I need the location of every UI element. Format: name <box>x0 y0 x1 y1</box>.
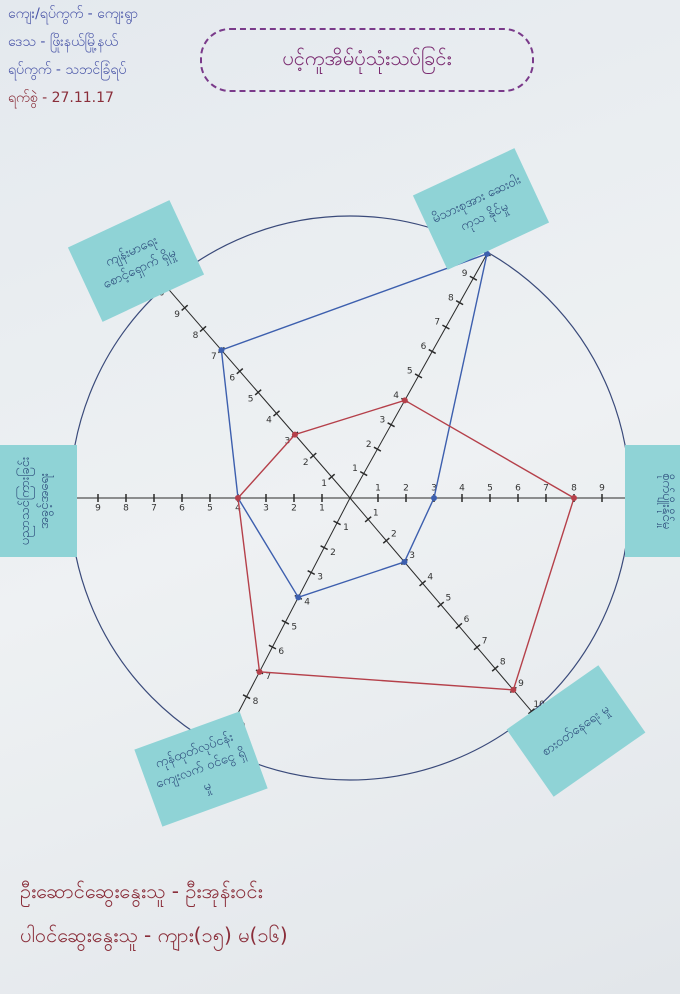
footer-line: ဦးဆောင်ဆွေးနွေးသူ - ဦးအုန်းဝင်း <box>20 878 263 908</box>
tick-label: 5 <box>248 394 254 404</box>
tick-mark <box>470 276 477 280</box>
tick-mark <box>308 571 315 575</box>
tick-label: 2 <box>330 548 336 558</box>
tick-label: 9 <box>518 679 524 689</box>
tick-label: 1 <box>373 508 379 518</box>
tick-mark <box>415 374 422 378</box>
tick-label: 4 <box>266 416 272 426</box>
tick-label: 9 <box>95 504 101 514</box>
tick-label: 8 <box>571 484 577 494</box>
tick-label: 4 <box>459 484 465 494</box>
tick-label: 5 <box>445 594 451 604</box>
tick-label: 9 <box>462 269 468 279</box>
axis-label: ပညာသင်ကြားခြင်း အခွင့်အရေး <box>0 445 77 557</box>
tick-label: 7 <box>211 352 217 362</box>
data-point <box>292 432 298 438</box>
chart: 1234567891012345678910123456789101234567… <box>0 0 680 994</box>
tick-label: 1 <box>343 523 349 533</box>
tick-label: 2 <box>303 458 309 468</box>
tick-label: 2 <box>391 530 397 540</box>
tick-label: 5 <box>407 367 413 377</box>
header-line: ရပ်ကွက် - သဘင်ခြံရပ် <box>8 60 126 81</box>
tick-mark <box>388 423 395 427</box>
tick-label: 6 <box>421 342 427 352</box>
tick-label: 3 <box>409 551 415 561</box>
tick-label: 7 <box>543 484 549 494</box>
axis-label: စိုက်ပျိုးနိုင်မှု <box>625 445 680 557</box>
tick-label: 5 <box>487 484 493 494</box>
header-line: ဒေသ - ဖြိုးနယ်မြို့နယ် <box>8 32 118 53</box>
tick-label: 3 <box>317 573 323 583</box>
page: 1234567891012345678910123456789101234567… <box>0 0 680 994</box>
tick-mark <box>442 325 449 329</box>
tick-mark <box>269 645 276 649</box>
tick-label: 1 <box>321 479 327 489</box>
tick-label: 7 <box>151 504 157 514</box>
tick-label: 7 <box>434 318 440 328</box>
tick-label: 4 <box>427 572 433 582</box>
header-line: ရက်စွဲ - 27.11.17 <box>8 88 114 109</box>
tick-label: 1 <box>375 484 381 494</box>
footer-line: ပါဝင်ဆွေးနွေးသူ - ကျား(၁၅) မ(၁၆) <box>20 922 288 952</box>
tick-label: 6 <box>179 504 185 514</box>
tick-label: 5 <box>291 622 297 632</box>
tick-label: 5 <box>207 504 213 514</box>
tick-mark <box>360 472 367 476</box>
tick-label: 1 <box>319 504 325 514</box>
tick-label: 4 <box>304 597 310 607</box>
title: ပင့်ကူအိမ်ပုံသုံးသပ်ခြင်း <box>200 28 534 92</box>
tick-label: 6 <box>229 373 235 383</box>
data-point <box>256 669 262 675</box>
data-point <box>571 495 577 501</box>
tick-label: 1 <box>352 464 358 474</box>
data-point <box>431 495 437 501</box>
tick-label: 9 <box>174 310 180 320</box>
data-point <box>218 347 224 353</box>
tick-label: 3 <box>263 504 269 514</box>
data-point <box>295 594 301 600</box>
tick-mark <box>429 350 436 354</box>
tick-label: 2 <box>291 504 297 514</box>
tick-label: 6 <box>278 647 284 657</box>
data-point <box>402 397 408 403</box>
tick-label: 8 <box>193 331 199 341</box>
tick-label: 9 <box>599 484 605 494</box>
tick-label: 8 <box>123 504 129 514</box>
tick-label: 2 <box>366 440 372 450</box>
tick-label: 7 <box>482 636 488 646</box>
tick-mark <box>456 301 463 305</box>
tick-mark <box>374 447 381 451</box>
tick-label: 8 <box>448 293 454 303</box>
data-point <box>510 687 516 693</box>
tick-label: 2 <box>403 484 409 494</box>
tick-label: 8 <box>500 658 506 668</box>
data-point <box>235 495 241 501</box>
tick-mark <box>243 695 250 699</box>
tick-label: 7 <box>266 672 272 682</box>
tick-label: 6 <box>464 615 470 625</box>
tick-label: 8 <box>253 697 259 707</box>
tick-label: 6 <box>515 484 521 494</box>
tick-label: 4 <box>393 391 399 401</box>
tick-label: 3 <box>380 415 386 425</box>
tick-mark <box>282 620 289 624</box>
tick-mark <box>334 521 341 525</box>
header-line: ကျေး/ရပ်ကွက် - ကျေးရွာ <box>8 4 138 25</box>
data-point <box>401 559 407 565</box>
tick-mark <box>321 546 328 550</box>
